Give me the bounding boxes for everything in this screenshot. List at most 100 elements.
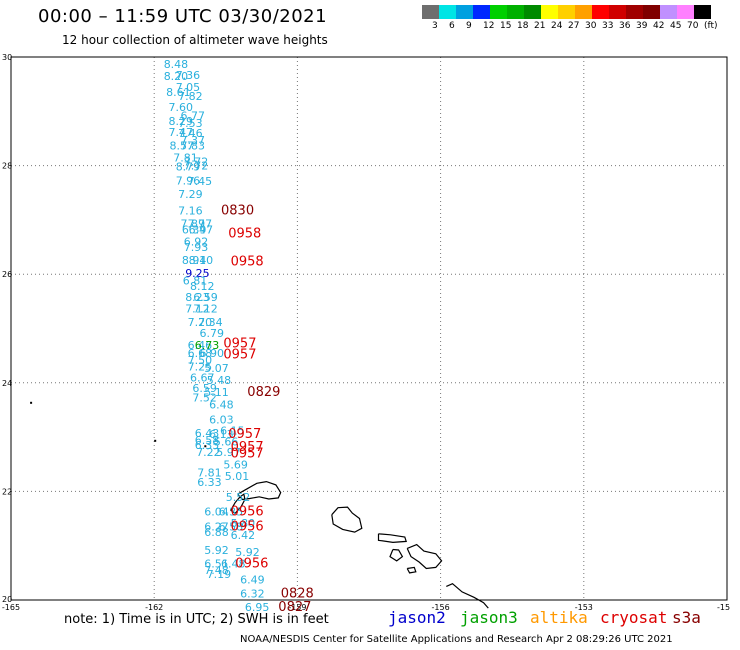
color-scale-label: 3 [432, 21, 438, 31]
wave-height-label: 5.69 [223, 458, 248, 471]
color-swatch [609, 5, 626, 19]
pass-time-label: 0958 [228, 227, 261, 242]
island-outline [230, 493, 246, 514]
island-outline [406, 566, 417, 574]
wave-height-label: 8.10 [189, 254, 214, 267]
pass-time-label: 0957 [223, 348, 256, 363]
latitude-labels: 20 22 24 26 28 30 [2, 53, 12, 604]
wave-height-label: 6.43 [195, 427, 220, 440]
color-scale-label: 24 [551, 21, 563, 31]
color-scale-label: 33 [602, 21, 614, 31]
wave-height-label: 7.05 [176, 81, 201, 94]
color-swatch [643, 5, 660, 19]
wave-height-label: 8.23 [185, 291, 210, 304]
color-swatch [456, 5, 473, 19]
wave-height-label: 6.95 [245, 601, 270, 614]
wave-height-label: 7.22 [196, 446, 221, 459]
wave-height-label: 8.20 [164, 70, 189, 83]
wave-height-label: 7.96 [176, 174, 201, 187]
pass-time-label: 0957 [223, 337, 256, 352]
color-scale-label: 36 [619, 21, 631, 31]
legend-jason2: jason2 [388, 608, 446, 627]
latitude-tick-label: 30 [2, 53, 12, 62]
longitude-labels: -165 -162 -159 -156 -153 -15 [2, 603, 730, 612]
color-swatch [626, 5, 643, 19]
color-scale-label: 39 [636, 21, 648, 31]
legend-cryosat: cryosat [600, 608, 668, 627]
island-outline [237, 480, 282, 501]
color-swatch [575, 5, 592, 19]
wave-height-label: 6.68 [188, 347, 213, 360]
wave-height-label: 7.20 [188, 316, 213, 329]
wave-height-label: 7.12 [185, 302, 210, 315]
color-swatch [507, 5, 524, 19]
color-swatch [473, 5, 490, 19]
wave-height-label: 7.82 [178, 90, 203, 103]
wave-height-label: 7.37 [181, 134, 206, 147]
wave-height-label: 7.19 [207, 568, 232, 581]
wave-height-label: 6.35 [219, 506, 244, 519]
footnote: note: 1) Time is in UTC; 2) SWH is in fe… [64, 612, 329, 627]
pass-time-label: 0957 [231, 440, 264, 455]
wave-height-label: 7.46 [178, 127, 203, 140]
pass-time-label: 0829 [247, 385, 280, 400]
wave-height-label: 6.42 [231, 529, 256, 542]
wave-height-label: 7.45 [188, 175, 213, 188]
wave-height-label: 8.29 [169, 115, 194, 128]
color-scale-label: 12 [483, 21, 495, 31]
wave-height-label: 6.48 [209, 399, 234, 412]
latitude-tick-label: 24 [2, 379, 12, 388]
wave-height-label: 6.73 [195, 339, 220, 352]
color-swatch [558, 5, 575, 19]
wave-height-label: 7.81 [197, 466, 222, 479]
small-island-dot [154, 439, 157, 442]
pass-time-label: 0830 [221, 204, 254, 219]
grid-lines [11, 57, 727, 600]
wave-height-label: 5.01 [225, 470, 250, 483]
wave-height-label: 7.52 [192, 392, 217, 405]
wave-height-label: 5.48 [207, 374, 232, 387]
wave-height-label: 6.88 [204, 526, 229, 539]
pass-time-label: 0828 [281, 587, 314, 602]
latitude-tick-label: 20 [2, 595, 12, 604]
color-scale-label: 18 [517, 21, 529, 31]
wave-height-label: 6.79 [200, 327, 225, 340]
longitude-tick-label: -15 [717, 603, 730, 612]
pass-time-label: 0956 [231, 505, 264, 520]
island-outline [377, 533, 408, 544]
color-scale-label: 27 [568, 21, 580, 31]
pass-time-label: 0957 [231, 446, 264, 461]
wave-height-label: 5.80 [231, 517, 256, 530]
wave-height-label: 7.29 [178, 188, 203, 201]
latitude-tick-label: 22 [2, 487, 12, 496]
wave-height-label: 7.60 [169, 101, 194, 114]
wave-height-label: 8.48 [164, 58, 189, 71]
wave-height-label: 7.83 [181, 140, 206, 153]
wave-height-label: 5.92 [235, 546, 259, 559]
wave-height-label: 7.97 [188, 218, 213, 231]
color-swatch [524, 5, 541, 19]
color-swatch [677, 5, 694, 19]
color-scale-label: 15 [500, 21, 512, 31]
longitude-tick-label: -159 [288, 603, 306, 612]
map-frame [10, 56, 728, 601]
wave-height-label: 6.58 [195, 434, 220, 447]
color-swatch [439, 5, 456, 19]
longitude-tick-label: -153 [575, 603, 593, 612]
wave-height-label: 6.46 [188, 339, 213, 352]
wave-height-label: 5.92 [204, 544, 229, 557]
wave-height-label: 7.48 [204, 564, 229, 577]
pass-time-label: 0827 [278, 600, 311, 615]
wave-height-label: 8.57 [170, 140, 195, 153]
longitude-tick-label: -162 [145, 603, 163, 612]
wave-height-label: 6.33 [197, 476, 222, 489]
small-island-dot [30, 401, 33, 404]
legend-altika: altika [530, 608, 588, 627]
wave-height-label: 8.61 [166, 86, 191, 99]
wave-height-label: 7.50 [188, 354, 213, 367]
wave-height-label: 6.67 [190, 371, 215, 384]
wave-height-label: 6.51 [204, 558, 229, 571]
wave-height-label: 7.16 [178, 205, 203, 218]
wave-height-label: 5.66 [214, 435, 239, 448]
wave-height-label: 6.39 [182, 224, 207, 237]
